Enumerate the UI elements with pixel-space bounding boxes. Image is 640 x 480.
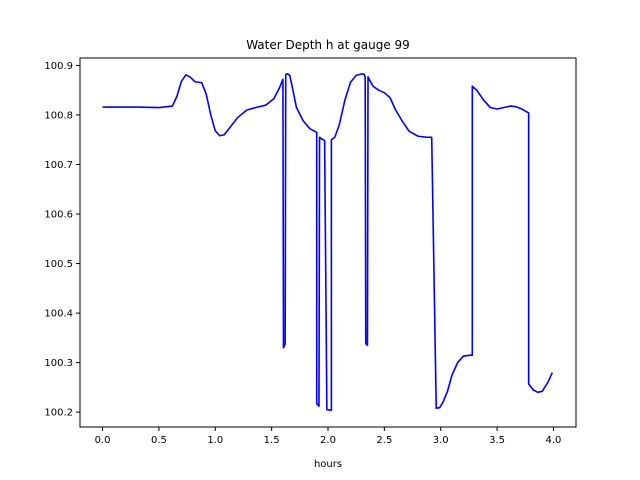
y-tick-label: 100.5 [44, 259, 73, 270]
chart-title: Water Depth h at gauge 99 [246, 38, 410, 52]
y-axis: 100.2 100.3 100.4 100.5 100.6 100.7 100.8 100.9 [44, 61, 80, 419]
y-tick-label: 100.9 [44, 61, 73, 72]
x-tick-label: 1.5 [264, 435, 280, 446]
plot-frame [79, 57, 577, 428]
x-tick-label: 3.5 [489, 435, 505, 446]
x-tick-label: 1.0 [207, 435, 223, 446]
x-tick-label: 0.5 [151, 435, 167, 446]
x-tick-label: 3.0 [433, 435, 449, 446]
y-tick-label: 100.4 [44, 309, 73, 320]
y-tick-label: 100.6 [44, 210, 73, 221]
x-tick-label: 4.0 [546, 435, 562, 446]
x-tick-label: 0.0 [95, 435, 111, 446]
series-layer [102, 73, 554, 411]
y-tick-label: 100.7 [44, 160, 73, 171]
series-line-0 [102, 73, 554, 411]
x-tick-label: 2.0 [320, 435, 336, 446]
y-tick-label: 100.2 [44, 408, 73, 419]
y-tick-label: 100.3 [44, 358, 73, 369]
x-axis: 0.0 0.5 1.0 1.5 2.0 2.5 3.0 3.5 4.0 [95, 427, 562, 446]
y-tick-label: 100.8 [44, 110, 73, 121]
x-axis-title: hours [314, 459, 342, 470]
x-tick-label: 2.5 [376, 435, 392, 446]
